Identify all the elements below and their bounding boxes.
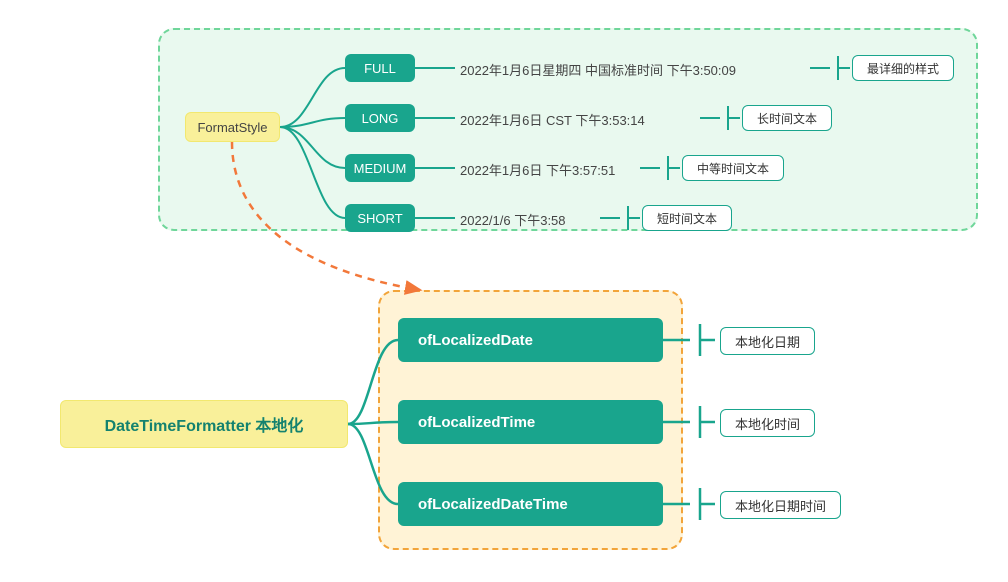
format-example-medium: 2022年1月6日 下午3:57:51 bbox=[460, 160, 615, 179]
format-code-long-label: LONG bbox=[362, 111, 399, 126]
method-oflocalizeddate-label: ofLocalizedDate bbox=[418, 332, 533, 349]
format-code-full-label: FULL bbox=[364, 61, 396, 76]
datetimeformatter-root-label: DateTimeFormatter 本地化 bbox=[105, 412, 304, 436]
method-oflocalizeddatetime: ofLocalizedDateTime bbox=[398, 482, 663, 526]
format-code-full: FULL bbox=[345, 54, 415, 82]
format-desc-full: 最详细的样式 bbox=[852, 55, 954, 81]
format-desc-short: 短时间文本 bbox=[642, 205, 732, 231]
method-oflocalizedtime-label: ofLocalizedTime bbox=[418, 414, 535, 431]
method-desc-time: 本地化时间 bbox=[720, 409, 815, 437]
datetimeformatter-root: DateTimeFormatter 本地化 bbox=[60, 400, 348, 448]
method-oflocalizedtime: ofLocalizedTime bbox=[398, 400, 663, 444]
format-example-long: 2022年1月6日 CST 下午3:53:14 bbox=[460, 110, 645, 129]
method-desc-datetime: 本地化日期时间 bbox=[720, 491, 841, 519]
format-example-short: 2022/1/6 下午3:58 bbox=[460, 210, 566, 229]
formatstyle-root: FormatStyle bbox=[185, 112, 280, 142]
format-desc-medium: 中等时间文本 bbox=[682, 155, 784, 181]
format-desc-long: 长时间文本 bbox=[742, 105, 832, 131]
formatstyle-root-label: FormatStyle bbox=[197, 120, 267, 135]
method-oflocalizeddatetime-label: ofLocalizedDateTime bbox=[418, 496, 568, 513]
format-code-short-label: SHORT bbox=[357, 211, 402, 226]
format-code-medium-label: MEDIUM bbox=[354, 161, 407, 176]
method-oflocalizeddate: ofLocalizedDate bbox=[398, 318, 663, 362]
method-desc-date: 本地化日期 bbox=[720, 327, 815, 355]
format-code-medium: MEDIUM bbox=[345, 154, 415, 182]
format-example-full: 2022年1月6日星期四 中国标准时间 下午3:50:09 bbox=[460, 60, 736, 79]
format-code-short: SHORT bbox=[345, 204, 415, 232]
format-code-long: LONG bbox=[345, 104, 415, 132]
